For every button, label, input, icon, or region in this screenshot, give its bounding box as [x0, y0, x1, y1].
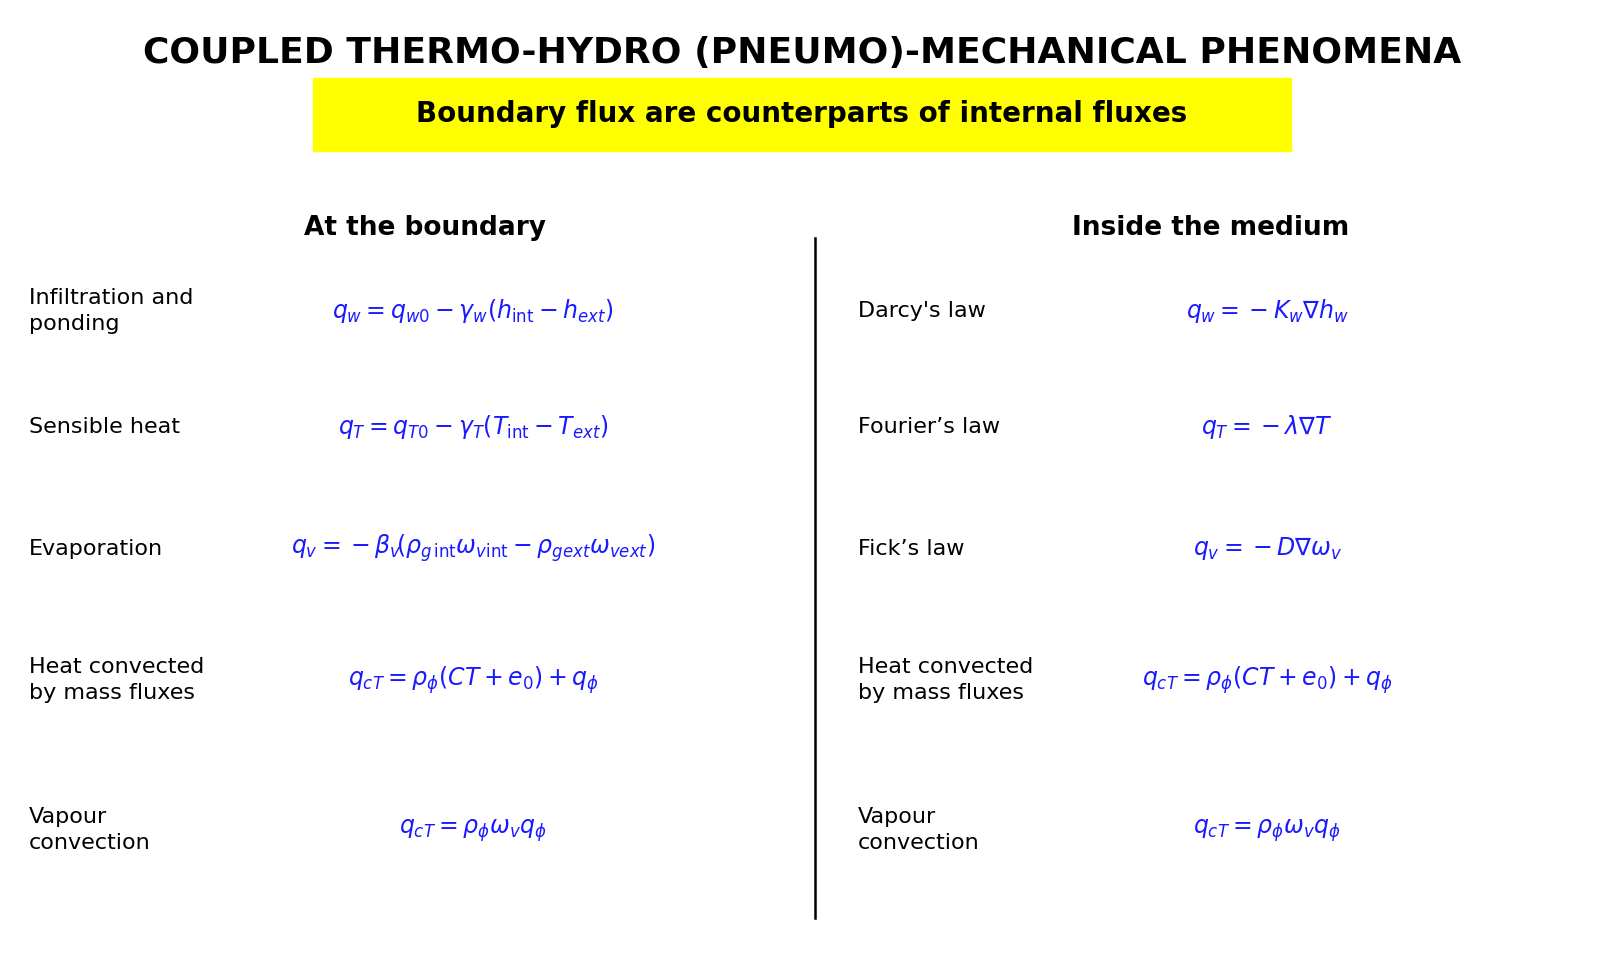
Text: Fourier’s law: Fourier’s law: [858, 418, 1001, 437]
Text: $q_v = -\beta_v\!\left(\rho_{g\,\mathrm{int}}\omega_{v\mathrm{int}} - \rho_{gext: $q_v = -\beta_v\!\left(\rho_{g\,\mathrm{…: [290, 533, 656, 564]
Text: Darcy's law: Darcy's law: [858, 301, 986, 320]
Text: Fick’s law: Fick’s law: [858, 539, 964, 558]
Text: Heat convected
by mass fluxes: Heat convected by mass fluxes: [29, 656, 204, 703]
Text: Sensible heat: Sensible heat: [29, 418, 180, 437]
Text: Heat convected
by mass fluxes: Heat convected by mass fluxes: [858, 656, 1033, 703]
Text: $q_{cT} = \rho_\phi \omega_v q_\phi$: $q_{cT} = \rho_\phi \omega_v q_\phi$: [1193, 817, 1341, 844]
Text: $q_T = -\lambda \nabla T$: $q_T = -\lambda \nabla T$: [1201, 414, 1333, 441]
Text: Inside the medium: Inside the medium: [1073, 216, 1349, 241]
Text: COUPLED THERMO-HYDRO (PNEUMO)-MECHANICAL PHENOMENA: COUPLED THERMO-HYDRO (PNEUMO)-MECHANICAL…: [143, 36, 1461, 71]
Text: Boundary flux are counterparts of internal fluxes: Boundary flux are counterparts of intern…: [417, 100, 1187, 128]
Text: Evaporation: Evaporation: [29, 539, 164, 558]
Text: $q_w = q_{w0} - \gamma_w\left(h_{\mathrm{int}} - h_{ext}\right)$: $q_w = q_{w0} - \gamma_w\left(h_{\mathrm…: [332, 297, 614, 324]
Text: $q_{cT} = \rho_\phi\left(CT + e_0\right) + q_\phi$: $q_{cT} = \rho_\phi\left(CT + e_0\right)…: [1142, 664, 1392, 695]
Text: Vapour
convection: Vapour convection: [858, 807, 980, 854]
Text: Infiltration and
ponding: Infiltration and ponding: [29, 287, 192, 334]
Text: $q_v = -D\nabla\omega_v$: $q_v = -D\nabla\omega_v$: [1192, 535, 1343, 562]
Text: $q_{cT} = \rho_\phi\left(CT + e_0\right) + q_\phi$: $q_{cT} = \rho_\phi\left(CT + e_0\right)…: [348, 664, 598, 695]
Text: $q_w = -K_w \nabla h_w$: $q_w = -K_w \nabla h_w$: [1185, 297, 1349, 324]
Text: $q_T = q_{T0} - \gamma_T\left(T_{\mathrm{int}} - T_{ext}\right)$: $q_T = q_{T0} - \gamma_T\left(T_{\mathrm…: [338, 414, 608, 441]
Text: At the boundary: At the boundary: [305, 216, 545, 241]
Text: Vapour
convection: Vapour convection: [29, 807, 151, 854]
Text: $q_{cT} = \rho_\phi \omega_v q_\phi$: $q_{cT} = \rho_\phi \omega_v q_\phi$: [399, 817, 547, 844]
FancyBboxPatch shape: [313, 78, 1291, 151]
